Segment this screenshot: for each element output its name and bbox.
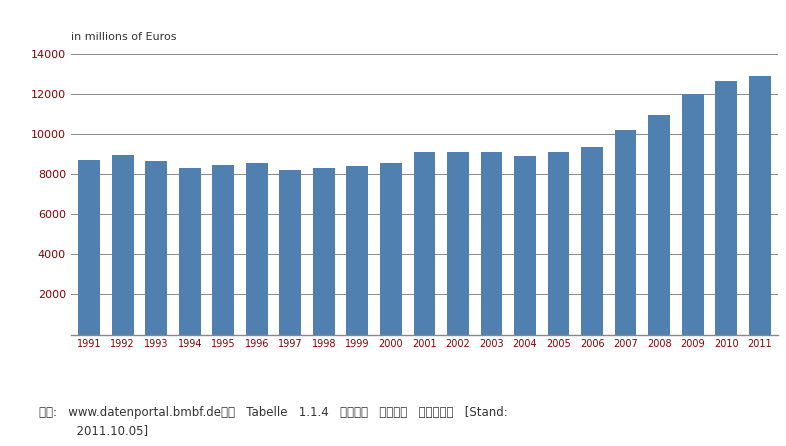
Bar [447, 152, 469, 334]
Bar [749, 75, 770, 334]
Bar [212, 165, 234, 334]
Bar [648, 115, 670, 334]
Bar [715, 81, 737, 334]
Bar [380, 163, 402, 334]
Bar [581, 147, 603, 334]
Bar [480, 152, 502, 334]
Bar [413, 152, 435, 334]
Bar [112, 155, 134, 334]
Bar [145, 161, 167, 334]
Text: 자료:   www.datenportal.bmbf.de에서   Tabelle   1.1.4   데이터를   바탕으로   작성하였음   [Stand: 자료: www.datenportal.bmbf.de에서 Tabelle 1.… [39, 406, 508, 437]
Bar [79, 160, 100, 334]
Bar [313, 168, 335, 334]
Text: in millions of Euros: in millions of Euros [71, 32, 176, 42]
Bar [615, 130, 637, 334]
Bar [548, 152, 569, 334]
Bar [514, 156, 536, 334]
Bar [179, 168, 200, 334]
Bar [681, 94, 703, 334]
Bar [280, 170, 301, 334]
Bar [347, 166, 369, 334]
Bar [246, 163, 268, 334]
